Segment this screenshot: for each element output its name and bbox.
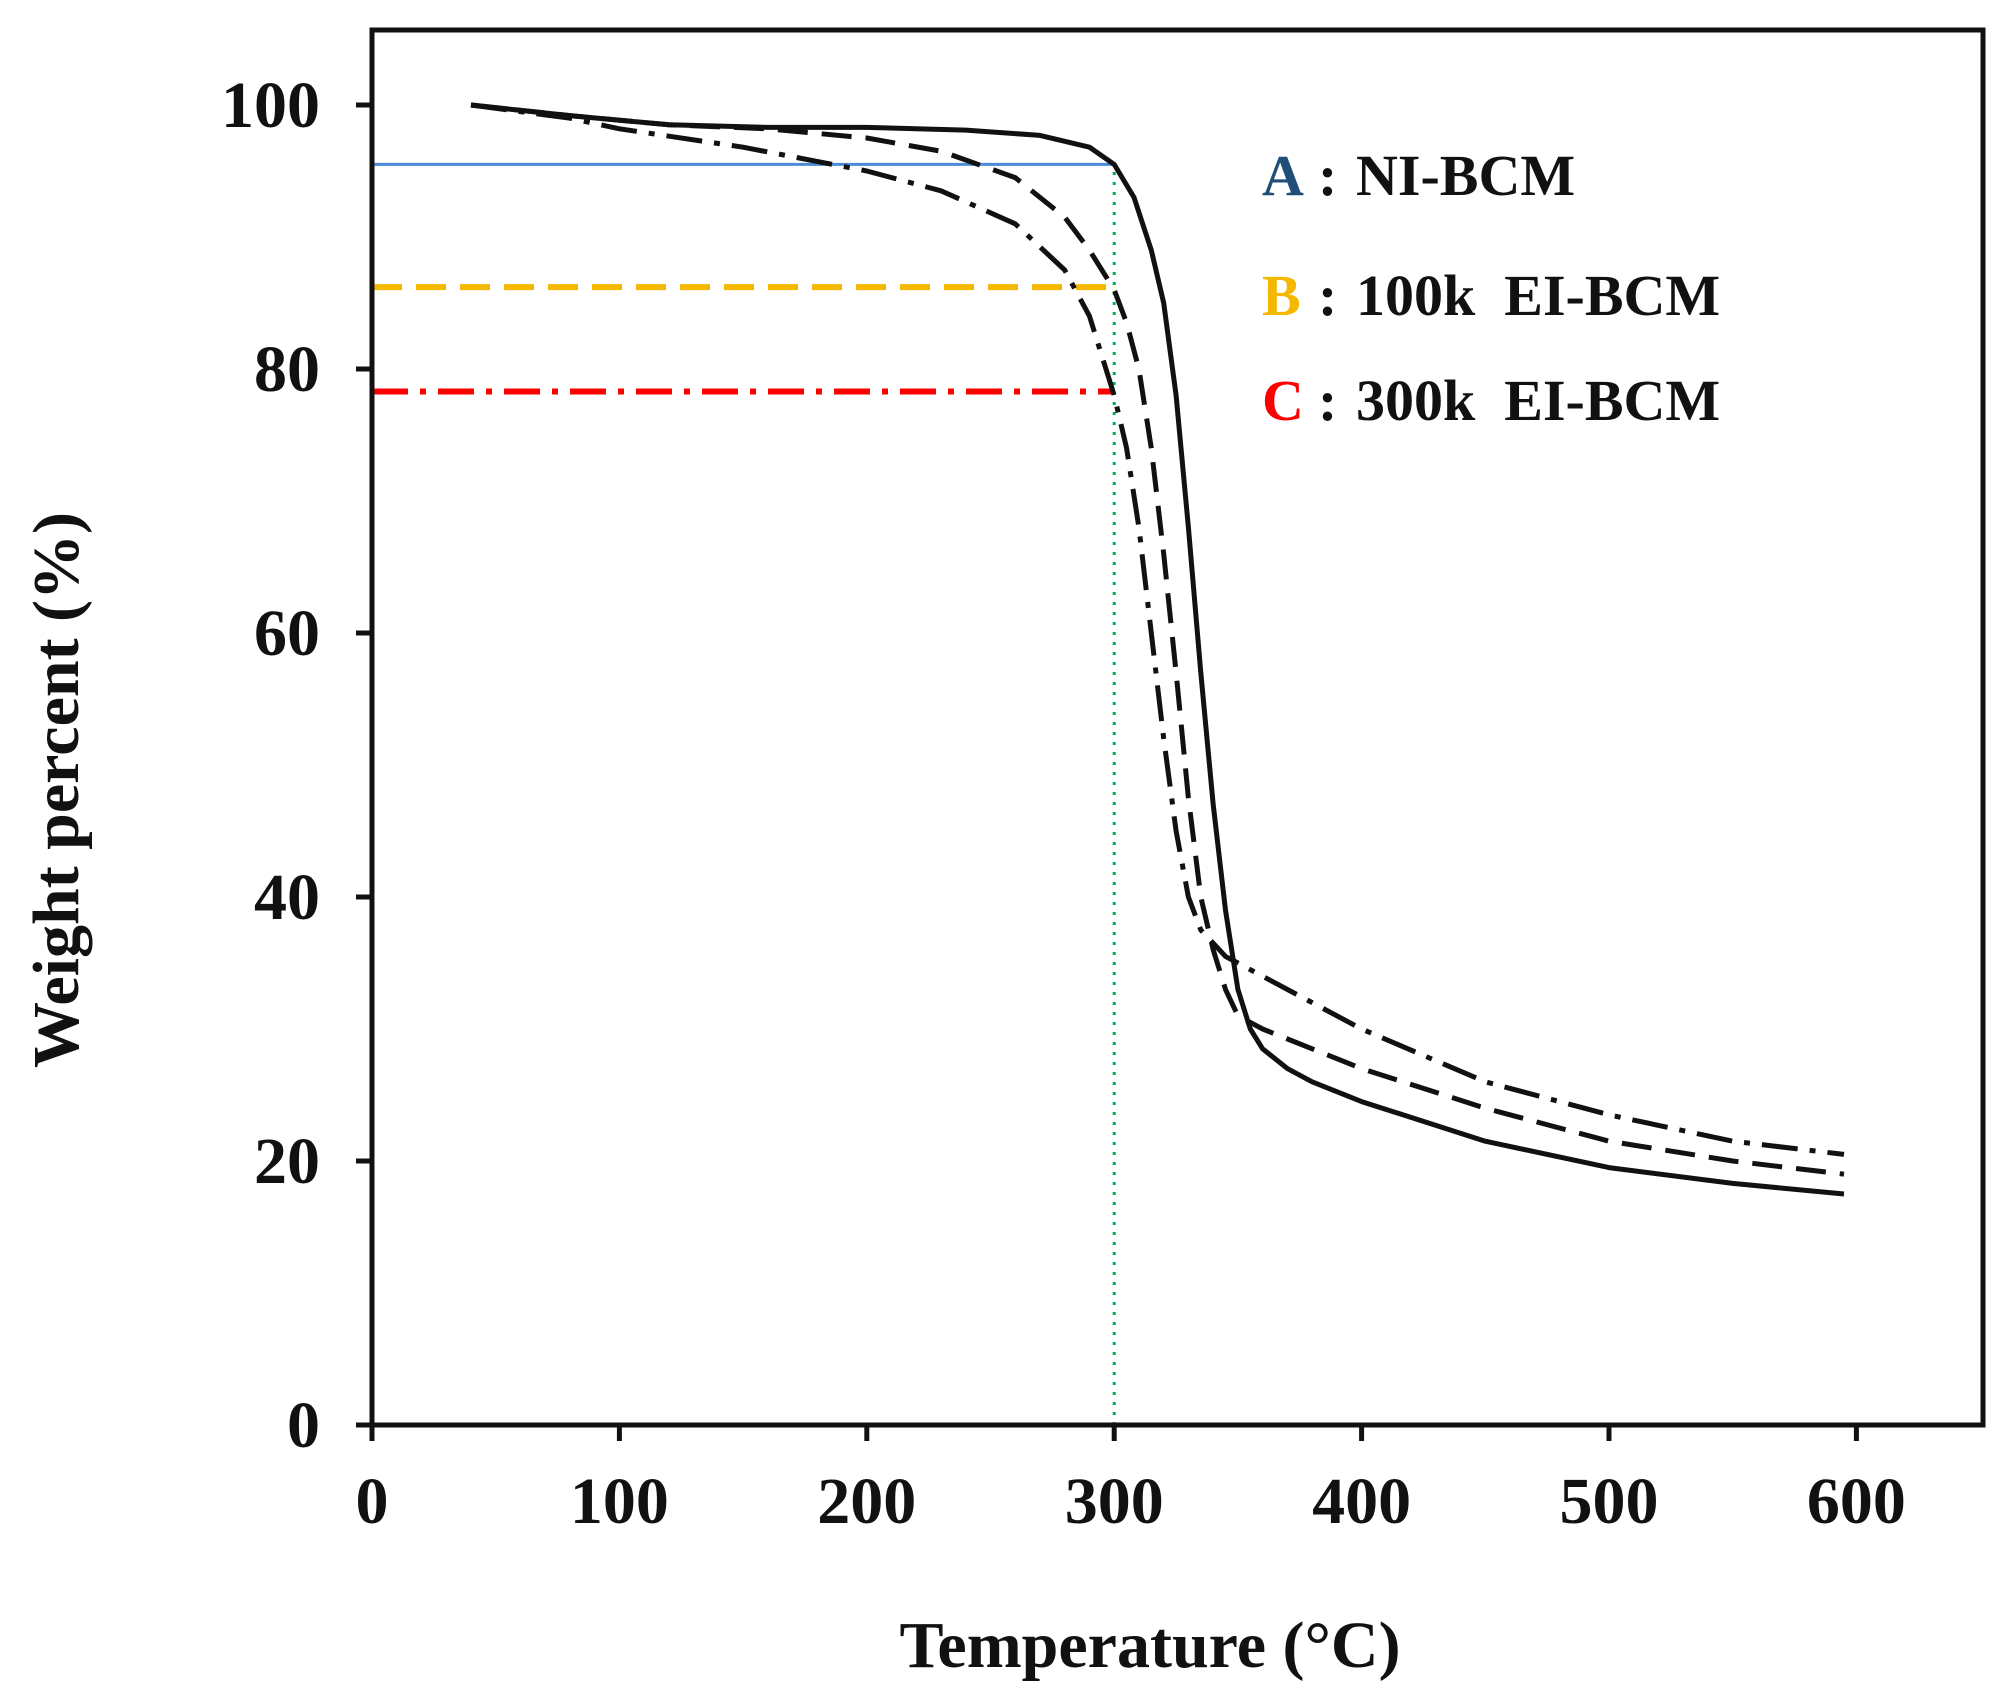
y-tick-label: 80 (254, 333, 320, 406)
y-tick-label: 60 (254, 597, 320, 670)
axis-ticks: 0 100 200 300 400 500 600 0 20 40 60 80 100 (221, 69, 1906, 1538)
y-axis-title: Weight percent (%) (20, 512, 93, 1068)
x-axis-title: Temperature (°C) (899, 1609, 1400, 1682)
series-line-b (470, 102, 1845, 1177)
y-tick-label: 100 (221, 69, 320, 142)
series-line-a (470, 102, 1845, 1197)
legend-label-a: NI-BCM (1356, 143, 1575, 208)
legend-entry-c: C : 300k EI-BCM (1262, 368, 1720, 433)
y-tick-label: 0 (287, 1389, 320, 1462)
legend: A : NI-BCM B : 100k EI-BCM C : 300k EI-B… (1262, 143, 1720, 433)
series-lines (470, 102, 1845, 1197)
legend-label-c: 300k EI-BCM (1356, 368, 1720, 433)
x-tick-label: 300 (1065, 1465, 1164, 1538)
x-tick-label: 500 (1560, 1465, 1659, 1538)
legend-separator-b: : (1318, 263, 1337, 328)
legend-label-b: 100k EI-BCM (1356, 263, 1720, 328)
y-tick-label: 40 (254, 861, 320, 934)
legend-separator-a: : (1318, 143, 1337, 208)
legend-entry-b: B : 100k EI-BCM (1262, 263, 1720, 328)
plot-frame (369, 27, 1986, 1428)
reference-lines (372, 162, 1116, 1425)
y-tick-label: 20 (254, 1125, 320, 1198)
legend-entry-a: A : NI-BCM (1262, 143, 1575, 208)
x-tick-label: 0 (356, 1465, 389, 1538)
x-tick-label: 200 (817, 1465, 916, 1538)
legend-letter-a: A (1262, 143, 1304, 208)
x-tick-label: 600 (1807, 1465, 1906, 1538)
x-tick-label: 400 (1312, 1465, 1411, 1538)
legend-separator-c: : (1318, 368, 1337, 433)
legend-letter-b: B (1262, 263, 1301, 328)
x-tick-label: 100 (570, 1465, 669, 1538)
legend-letter-c: C (1262, 368, 1304, 433)
series-line-c (470, 102, 1845, 1157)
